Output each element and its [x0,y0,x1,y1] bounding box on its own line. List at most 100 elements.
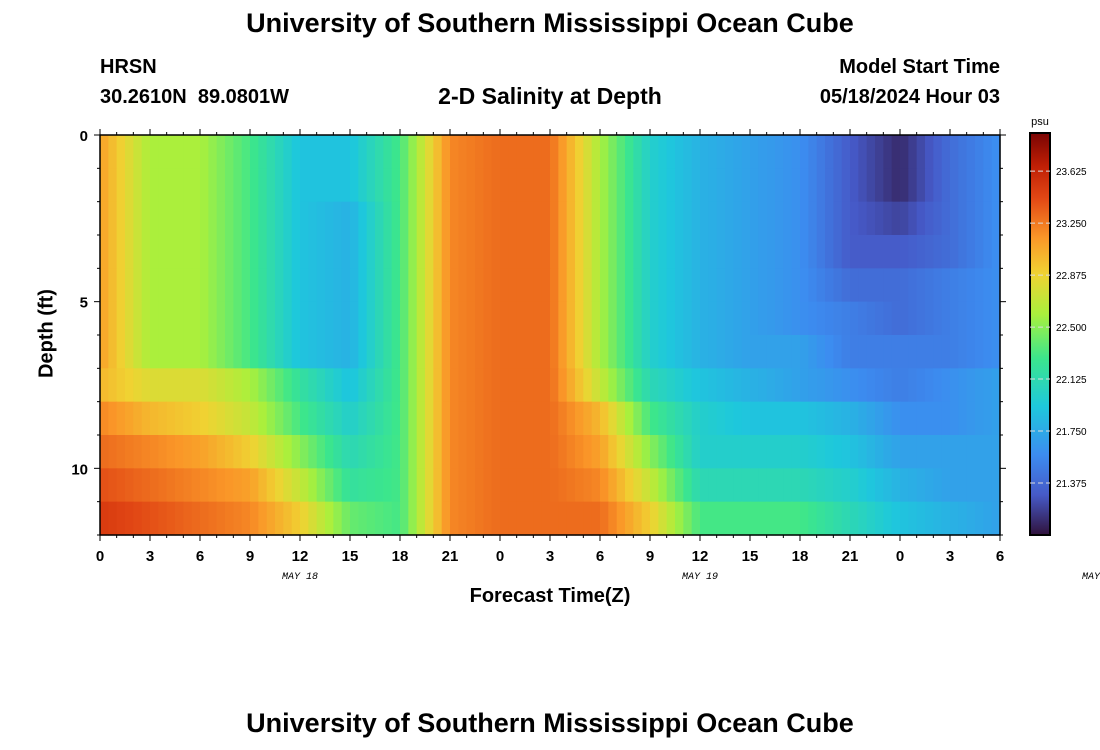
heatmap-cell [391,201,401,236]
heatmap-cell [683,168,693,203]
heatmap-cell [425,435,434,469]
heatmap-cell [858,235,868,269]
heatmap-cell [891,335,901,369]
heatmap-cell [941,168,951,203]
heatmap-cell [291,168,301,203]
heatmap-cell [450,235,459,269]
heatmap-cell [975,235,984,269]
heatmap-cell [600,168,609,203]
heatmap-cell [866,268,876,303]
heatmap-cell [375,301,384,336]
heatmap-cell [275,301,284,336]
heatmap-cell [708,268,718,303]
heatmap-cell [108,235,118,269]
heatmap-cell [783,435,793,469]
heatmap-cell [925,401,934,436]
heatmap-cell [891,501,901,536]
heatmap-cell [991,301,1001,336]
x-tick-label: 12 [292,548,309,565]
heatmap-cell [108,168,118,203]
heatmap-cell [983,368,993,403]
heatmap-cell [341,335,351,369]
heatmap-cell [233,235,243,269]
heatmap-cell [666,201,676,236]
heatmap-cell [758,435,768,469]
heatmap-cell [575,335,584,369]
heatmap-cell [641,468,651,503]
heatmap-cell [241,201,251,236]
heatmap-cell [333,501,343,536]
heatmap-cell [866,135,876,169]
heatmap-cell [233,335,243,369]
heatmap-cell [591,201,601,236]
heatmap-cell [708,501,718,536]
heatmap-cell [850,235,859,269]
heatmap-cell [266,235,276,269]
heatmap-cell [258,335,268,369]
heatmap-cell [566,135,576,169]
heatmap-cell [941,235,951,269]
heatmap-cell [941,201,951,236]
heatmap-cell [591,235,601,269]
heatmap-cell [658,335,668,369]
heatmap-cell [333,301,343,336]
heatmap-cell [841,368,851,403]
heatmap-cell [441,301,451,336]
heatmap-cell [925,201,934,236]
heatmap-cell [675,435,684,469]
heatmap-cell [491,301,501,336]
heatmap-cell [575,268,584,303]
heatmap-cell [166,468,176,503]
heatmap-cell [658,201,668,236]
heatmap-cell [675,335,684,369]
heatmap-cell [941,368,951,403]
heatmap-cell [175,435,184,469]
heatmap-cell [833,235,843,269]
heatmap-cell [691,401,701,436]
heatmap-cell [916,235,926,269]
heatmap-cell [975,268,984,303]
heatmap-cell [700,235,709,269]
heatmap-cell [866,201,876,236]
heatmap-cell [466,368,476,403]
heatmap-cell [633,301,643,336]
heatmap-cell [541,368,551,403]
heatmap-cell [275,235,284,269]
heatmap-cell [500,468,509,503]
heatmap-cell [258,235,268,269]
heatmap-cell [208,335,218,369]
heatmap-cell [333,368,343,403]
heatmap-cell [158,335,168,369]
heatmap-cell [541,501,551,536]
heatmap-cell [733,435,743,469]
heatmap-cell [750,401,759,436]
heatmap-cell [216,468,226,503]
heatmap-cell [833,301,843,336]
heatmap-cell [308,135,318,169]
heatmap-cell [916,368,926,403]
heatmap-cell [141,501,151,536]
heatmap-cell [908,401,918,436]
heatmap-cell [541,468,551,503]
heatmap-cell [750,368,759,403]
x-tick-label: 3 [546,548,554,565]
station-code: HRSN [100,56,157,78]
heatmap-cell [841,268,851,303]
heatmap-cell [716,168,726,203]
heatmap-cell [983,501,993,536]
heatmap-cell [616,335,626,369]
heatmap-cell [508,135,518,169]
heatmap-cell [866,335,876,369]
heatmap-cell [900,435,909,469]
x-tick-label: 6 [996,548,1004,565]
heatmap-cell [383,235,393,269]
heatmap-cell [766,335,776,369]
x-tick-label: 21 [442,548,459,565]
heatmap-cell [525,501,534,536]
heatmap-cell [241,335,251,369]
heatmap-cell [516,435,526,469]
heatmap-cell [483,368,493,403]
heatmap-cell [641,201,651,236]
heatmap-cell [183,335,193,369]
